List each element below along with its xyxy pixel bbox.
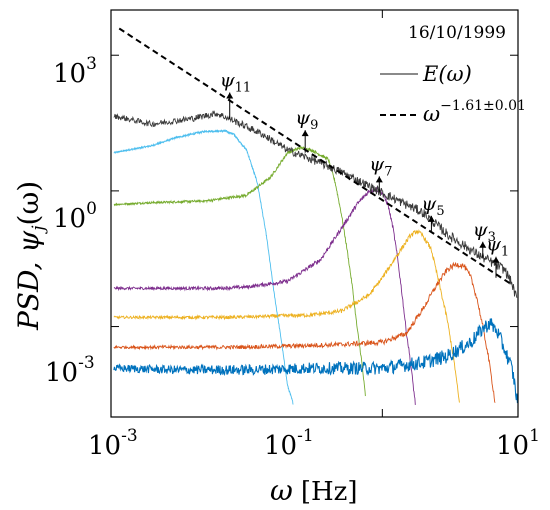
annotation-label-ψ5: ψ5 — [421, 193, 444, 219]
annotation-arrowhead-ψ1 — [492, 256, 500, 263]
annotation-arrowhead-ψ7 — [375, 176, 383, 183]
annotation-label-ψ9: ψ9 — [295, 107, 318, 133]
annotation-arrowhead-ψ9 — [301, 130, 309, 137]
y-tick-label-3: 10-3 — [45, 353, 95, 388]
y-axis-label: PSD, ψj(ω) — [12, 181, 49, 331]
annotation-label-ψ1: ψ1 — [486, 234, 509, 260]
x-tick-label-3: 101 — [496, 426, 540, 461]
series-line-5 — [113, 229, 460, 403]
date-label: 16/10/1999 — [408, 23, 506, 43]
annotation-label-ψ11: ψ11 — [220, 69, 251, 95]
y-tick-label-1: 103 — [53, 54, 97, 89]
fit-layer — [118, 27, 513, 286]
legend-label-energy: E(ω) — [422, 62, 472, 86]
annotation-arrowhead-ψ3 — [479, 241, 487, 248]
series-line-E — [113, 110, 518, 298]
annotation-arrowhead-ψ5 — [427, 215, 435, 222]
annotation-label-ψ7: ψ7 — [369, 153, 392, 179]
legend-label-fit: ω−1.61±0.01 — [423, 98, 526, 126]
annotation-label-ψ3: ψ3 — [473, 219, 496, 245]
series-line-9 — [113, 145, 366, 397]
series-layer — [113, 110, 518, 405]
series-line-7 — [113, 186, 416, 405]
annotation-arrowhead-ψ11 — [226, 92, 234, 99]
plot-frame — [110, 9, 519, 418]
series-line-1 — [113, 318, 518, 404]
fit-line — [118, 27, 513, 286]
x-axis-label: ω [Hz] — [270, 474, 358, 507]
x-tick-label-2: 10-1 — [264, 426, 314, 461]
y-tick-label-2: 100 — [53, 199, 97, 234]
tick-marks — [110, 10, 519, 417]
series-line-3 — [113, 261, 496, 403]
legend: E(ω) ω−1.61±0.01 — [380, 62, 526, 126]
series-line-11 — [113, 129, 294, 405]
x-tick-label-1: 10-3 — [88, 426, 138, 461]
